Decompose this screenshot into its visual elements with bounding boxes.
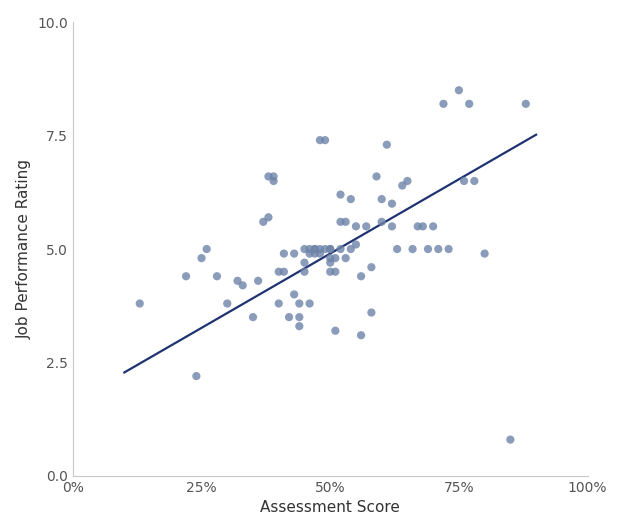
Point [356, 331, 366, 339]
Point [407, 245, 417, 253]
Point [320, 245, 330, 253]
Point [418, 222, 428, 230]
Point [325, 268, 335, 276]
Point [454, 86, 464, 95]
Point [279, 250, 289, 258]
Point [464, 99, 474, 108]
Point [284, 313, 294, 321]
Point [268, 177, 278, 185]
Point [351, 240, 361, 249]
Point [295, 313, 305, 321]
Point [315, 250, 325, 258]
Point [289, 290, 299, 298]
Point [268, 172, 278, 181]
Point [238, 281, 248, 289]
Point [295, 299, 305, 307]
Y-axis label: Job Performance Rating: Job Performance Rating [17, 159, 32, 339]
Point [274, 268, 284, 276]
Point [366, 263, 376, 271]
Point [295, 322, 305, 330]
Point [377, 195, 387, 203]
Point [428, 222, 438, 230]
Point [423, 245, 433, 253]
Point [325, 259, 335, 267]
Point [397, 181, 407, 190]
Point [315, 136, 325, 144]
Point [135, 299, 145, 307]
Point [263, 172, 273, 181]
Point [197, 254, 207, 262]
Point [289, 250, 299, 258]
Point [382, 140, 392, 149]
Point [361, 222, 371, 230]
Point [459, 177, 469, 185]
Point [263, 213, 273, 221]
Point [310, 245, 319, 253]
Point [325, 254, 335, 262]
Point [202, 245, 212, 253]
Point [258, 218, 268, 226]
Point [300, 268, 310, 276]
Point [274, 299, 284, 307]
Point [330, 268, 340, 276]
Point [233, 277, 243, 285]
Point [336, 245, 346, 253]
Point [392, 245, 402, 253]
Point [387, 200, 397, 208]
Point [402, 177, 412, 185]
Point [346, 245, 356, 253]
Point [336, 218, 346, 226]
Point [315, 245, 325, 253]
Point [212, 272, 222, 280]
Point [341, 218, 351, 226]
Point [330, 254, 340, 262]
Point [387, 222, 397, 230]
Point [469, 177, 479, 185]
Point [310, 245, 319, 253]
Point [330, 327, 340, 335]
Point [356, 272, 366, 280]
Point [222, 299, 232, 307]
Point [248, 313, 258, 321]
Point [341, 254, 351, 262]
Point [181, 272, 191, 280]
X-axis label: Assessment Score: Assessment Score [260, 500, 400, 516]
Point [305, 245, 314, 253]
Point [336, 190, 346, 199]
Point [371, 172, 381, 181]
Point [320, 136, 330, 144]
Point [305, 299, 314, 307]
Point [325, 245, 335, 253]
Point [310, 250, 319, 258]
Point [433, 245, 443, 253]
Point [253, 277, 263, 285]
Point [300, 259, 310, 267]
Point [505, 435, 515, 444]
Point [480, 250, 490, 258]
Point [300, 245, 310, 253]
Point [439, 99, 449, 108]
Point [444, 245, 454, 253]
Point [351, 222, 361, 230]
Point [305, 250, 314, 258]
Point [377, 218, 387, 226]
Point [346, 195, 356, 203]
Point [192, 372, 202, 380]
Point [366, 309, 376, 317]
Point [279, 268, 289, 276]
Point [325, 245, 335, 253]
Point [521, 99, 531, 108]
Point [412, 222, 422, 230]
